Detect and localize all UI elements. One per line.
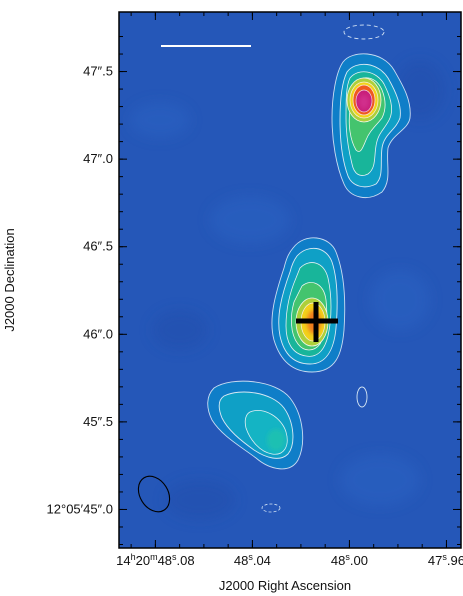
negative-contour-south xyxy=(261,503,281,513)
x-tick-label-part: 48 xyxy=(158,553,172,568)
y-tick-label: 47″.0 xyxy=(83,151,113,166)
position-cross-marker xyxy=(296,302,338,342)
x-tick-label-part: s xyxy=(248,552,253,562)
source-south xyxy=(207,380,304,470)
y-tick-label: 46″.5 xyxy=(83,239,113,254)
x-tick-label-part: h xyxy=(131,552,136,562)
axis-ticks xyxy=(119,12,461,548)
x-tick-label: 47s.96 xyxy=(428,552,463,568)
x-tick-label-part: m xyxy=(150,552,158,562)
y-tick-label: 46″.0 xyxy=(83,326,113,341)
x-tick-label-part: 47 xyxy=(428,553,442,568)
x-tick-label-part: .00 xyxy=(350,553,368,568)
x-tick-label-part: 20 xyxy=(136,553,150,568)
source-north xyxy=(331,53,411,199)
x-tick-label: 14h20m48s.08 xyxy=(116,552,195,568)
x-axis-title: J2000 Right Ascension xyxy=(219,578,351,593)
plot-frame xyxy=(118,11,462,549)
x-tick-label-part: .04 xyxy=(253,553,271,568)
background-noise xyxy=(130,60,445,520)
y-tick-label: 12°05′45″.0 xyxy=(47,501,113,516)
y-tick-label: 45″.5 xyxy=(83,414,113,429)
y-tick-labels: 12°05′45″.0 45″.5 46″.0 46″.5 47″.0 47″.5 xyxy=(47,64,113,517)
x-tick-label-part: s xyxy=(172,552,177,562)
x-tick-label-part: .96 xyxy=(447,553,463,568)
y-tick-label: 47″.5 xyxy=(83,64,113,79)
y-axis-title: J2000 Declination xyxy=(2,228,17,331)
x-tick-label-part: s xyxy=(345,552,350,562)
x-tick-labels: 14h20m48s.08 48s.04 48s.00 47s.96 xyxy=(116,552,463,568)
negative-contour xyxy=(343,24,385,40)
x-tick-label: 48s.00 xyxy=(331,552,368,568)
beam-ellipse xyxy=(137,475,171,513)
x-tick-label-part: 14 xyxy=(116,553,130,568)
x-tick-label-part: 48 xyxy=(234,553,248,568)
x-tick-label: 48s.04 xyxy=(234,552,271,568)
x-tick-label-part: .08 xyxy=(177,553,195,568)
x-tick-label-part: 48 xyxy=(331,553,345,568)
source-central xyxy=(271,237,346,373)
x-tick-label-part: s xyxy=(442,552,447,562)
small-contour xyxy=(356,386,368,408)
